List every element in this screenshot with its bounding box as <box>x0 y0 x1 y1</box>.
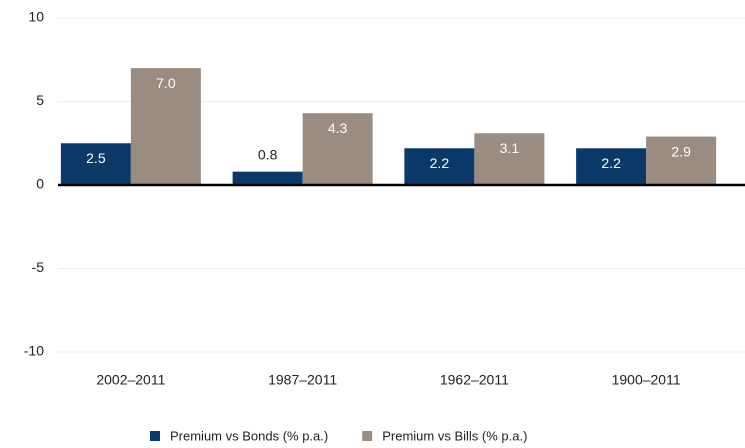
y-tick-label: 0 <box>36 176 44 192</box>
y-tick-label: -10 <box>24 343 44 359</box>
x-tick-label: 1900–2011 <box>612 372 681 388</box>
data-label: 2.2 <box>601 155 621 171</box>
x-tick-label: 2002–2011 <box>96 372 165 388</box>
data-label: 2.9 <box>671 143 691 159</box>
data-label: 7.0 <box>156 75 176 91</box>
data-label: 4.3 <box>328 120 348 136</box>
data-label: 2.5 <box>86 150 106 166</box>
legend-label: Premium vs Bonds (% p.a.) <box>170 428 328 443</box>
bar <box>130 68 201 185</box>
bar <box>60 143 131 185</box>
data-label: 2.2 <box>430 155 450 171</box>
y-tick-label: 10 <box>28 9 44 25</box>
bar <box>646 136 717 185</box>
y-tick-label: 5 <box>36 92 44 108</box>
legend-swatch <box>362 431 373 441</box>
data-label: 3.1 <box>500 140 520 156</box>
data-label: 0.8 <box>258 146 278 162</box>
legend-swatch <box>150 431 160 441</box>
bar <box>302 113 373 185</box>
x-tick-label: 1987–2011 <box>268 372 337 388</box>
bar <box>576 148 647 185</box>
bar <box>474 133 545 185</box>
x-tick-label: 1962–2011 <box>440 372 509 388</box>
y-tick-label: -5 <box>32 259 45 275</box>
bar <box>404 148 475 185</box>
bar <box>232 171 303 185</box>
legend-label: Premium vs Bills (% p.a.) <box>382 428 527 443</box>
